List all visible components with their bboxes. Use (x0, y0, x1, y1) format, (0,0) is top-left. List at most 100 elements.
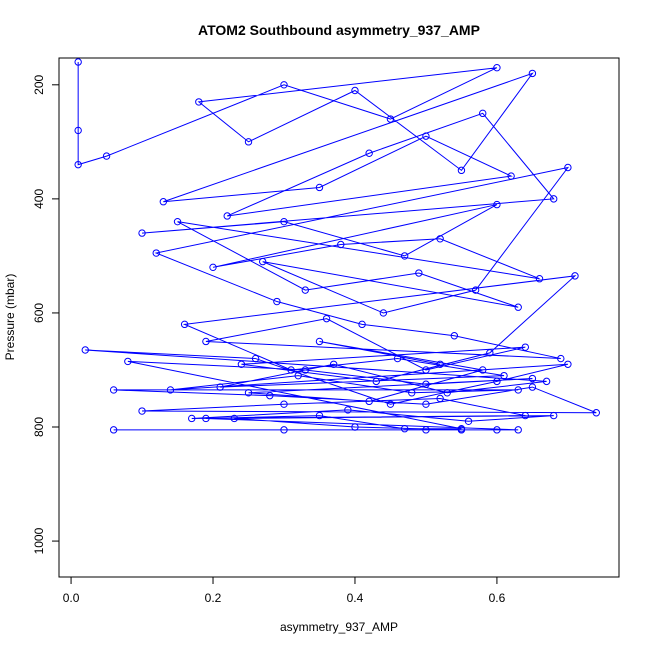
data-point (514, 426, 522, 434)
data-point (422, 132, 430, 140)
data-point (493, 426, 501, 434)
data-point (124, 357, 132, 366)
x-tick-label: 0.6 (489, 591, 506, 605)
data-point (422, 366, 430, 374)
data-point (493, 377, 501, 386)
data-point (358, 320, 366, 329)
data-point (365, 149, 373, 157)
data-point (592, 409, 600, 417)
data-point (301, 286, 309, 294)
y-tick-label: 800 (32, 417, 46, 437)
data-point (74, 58, 82, 66)
data-point (443, 389, 451, 397)
data-point (244, 138, 253, 146)
data-point (195, 98, 203, 106)
data-point (294, 371, 302, 380)
y-tick-label: 400 (32, 189, 46, 209)
data-point (351, 86, 359, 95)
data-point (408, 389, 416, 397)
data-point (259, 257, 267, 266)
data-point (74, 160, 82, 169)
data-point (528, 383, 537, 391)
data-point (351, 423, 359, 431)
data-point (521, 343, 530, 351)
data-point (315, 411, 324, 420)
data-point (216, 383, 224, 391)
data-point (422, 400, 430, 408)
data-point (166, 386, 175, 394)
data-point (479, 366, 487, 374)
data-point (493, 200, 501, 209)
data-point (542, 377, 551, 386)
data-point (188, 414, 196, 423)
data-point (337, 240, 345, 249)
data-point (386, 400, 395, 408)
data-point (74, 126, 82, 135)
data-point (471, 286, 480, 294)
data-point (535, 275, 544, 283)
data-point (550, 411, 558, 420)
data-point (415, 269, 423, 277)
data-point (571, 272, 579, 280)
data-point (564, 360, 572, 368)
data-point (514, 303, 522, 311)
data-point (237, 360, 246, 368)
data-point (315, 183, 324, 192)
data-point (479, 109, 487, 118)
data-point (280, 217, 288, 226)
data-point (315, 337, 324, 346)
data-point (457, 166, 466, 175)
data-point (528, 374, 537, 383)
data-point (301, 366, 309, 374)
data-point (138, 229, 146, 237)
data-point (280, 426, 288, 434)
data-point (400, 425, 409, 433)
data-point (344, 406, 352, 414)
data-point (464, 417, 473, 425)
data-point (372, 377, 380, 386)
data-point (457, 425, 466, 433)
data-point (180, 320, 189, 329)
data-point (152, 249, 160, 257)
data-point (223, 212, 231, 220)
data-point (400, 252, 409, 260)
data-point (173, 217, 182, 226)
data-point (138, 407, 146, 415)
plot-frame (58, 57, 620, 578)
x-tick-label: 0.4 (347, 591, 364, 605)
y-tick-label: 600 (32, 303, 46, 323)
data-point (81, 346, 89, 354)
data-point (507, 172, 515, 180)
data-point (521, 411, 530, 420)
data-point (393, 354, 402, 363)
data-point (550, 195, 558, 203)
data-point (280, 400, 288, 408)
data-point (322, 314, 331, 323)
data-point (557, 354, 565, 363)
data-point (422, 380, 430, 388)
data-point (209, 263, 217, 272)
data-point (266, 391, 274, 400)
data-point (422, 426, 430, 434)
chart-title: ATOM2 Southbound asymmetry_937_AMP (198, 22, 480, 38)
data-point (273, 297, 281, 306)
data-point (202, 414, 210, 423)
data-point (436, 360, 444, 368)
data-point (287, 366, 295, 374)
data-point (202, 337, 210, 346)
data-point (386, 115, 395, 123)
data-point (436, 394, 444, 403)
data-point (329, 360, 338, 368)
data-point (450, 332, 459, 340)
data-point (365, 397, 373, 406)
data-point (493, 63, 501, 72)
y-tick-label: 1000 (32, 527, 46, 554)
data-point (280, 81, 288, 89)
data-point (528, 69, 537, 78)
data-point (244, 389, 253, 397)
data-line (77, 61, 597, 431)
data-point (564, 163, 572, 172)
data-point (486, 349, 494, 357)
